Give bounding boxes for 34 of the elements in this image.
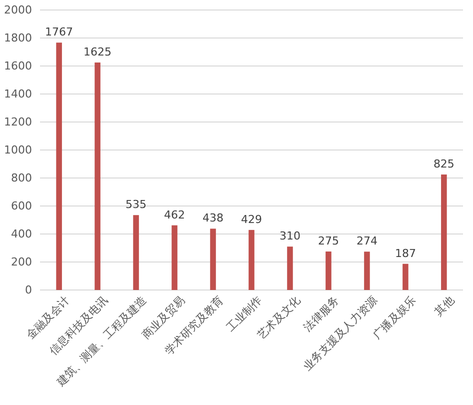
bar — [56, 42, 62, 290]
y-tick-label: 2000 — [4, 4, 32, 17]
y-tick-label: 800 — [11, 172, 32, 185]
data-label: 1767 — [45, 26, 74, 39]
data-label: 187 — [394, 246, 416, 260]
bar — [364, 252, 370, 290]
data-label: 535 — [126, 198, 147, 212]
y-tick-label: 1400 — [4, 88, 32, 101]
y-tick-label: 200 — [11, 256, 32, 269]
bar — [133, 215, 139, 290]
bar — [248, 230, 254, 290]
data-label: 438 — [202, 212, 224, 225]
data-label: 1625 — [84, 46, 112, 58]
data-label: 310 — [279, 230, 300, 243]
data-label: 825 — [433, 158, 454, 170]
bar — [287, 246, 293, 290]
y-tick-label: 0 — [25, 284, 32, 297]
bar — [326, 252, 332, 290]
data-label: 462 — [164, 208, 186, 222]
bar — [402, 264, 408, 290]
bar — [94, 62, 100, 290]
bar — [441, 174, 447, 290]
x-tick-label: 其他 — [432, 294, 457, 319]
y-tick-label: 1000 — [4, 144, 32, 157]
y-tick-label: 1200 — [4, 116, 32, 129]
y-tick-label: 1600 — [4, 60, 32, 73]
y-tick-label: 1800 — [4, 32, 32, 45]
data-label: 274 — [356, 234, 378, 248]
y-tick-label: 400 — [11, 228, 32, 241]
data-label: 429 — [241, 212, 262, 226]
y-tick-label: 600 — [11, 200, 32, 213]
data-label: 275 — [318, 234, 339, 248]
bar — [210, 228, 216, 290]
bar — [172, 225, 178, 290]
